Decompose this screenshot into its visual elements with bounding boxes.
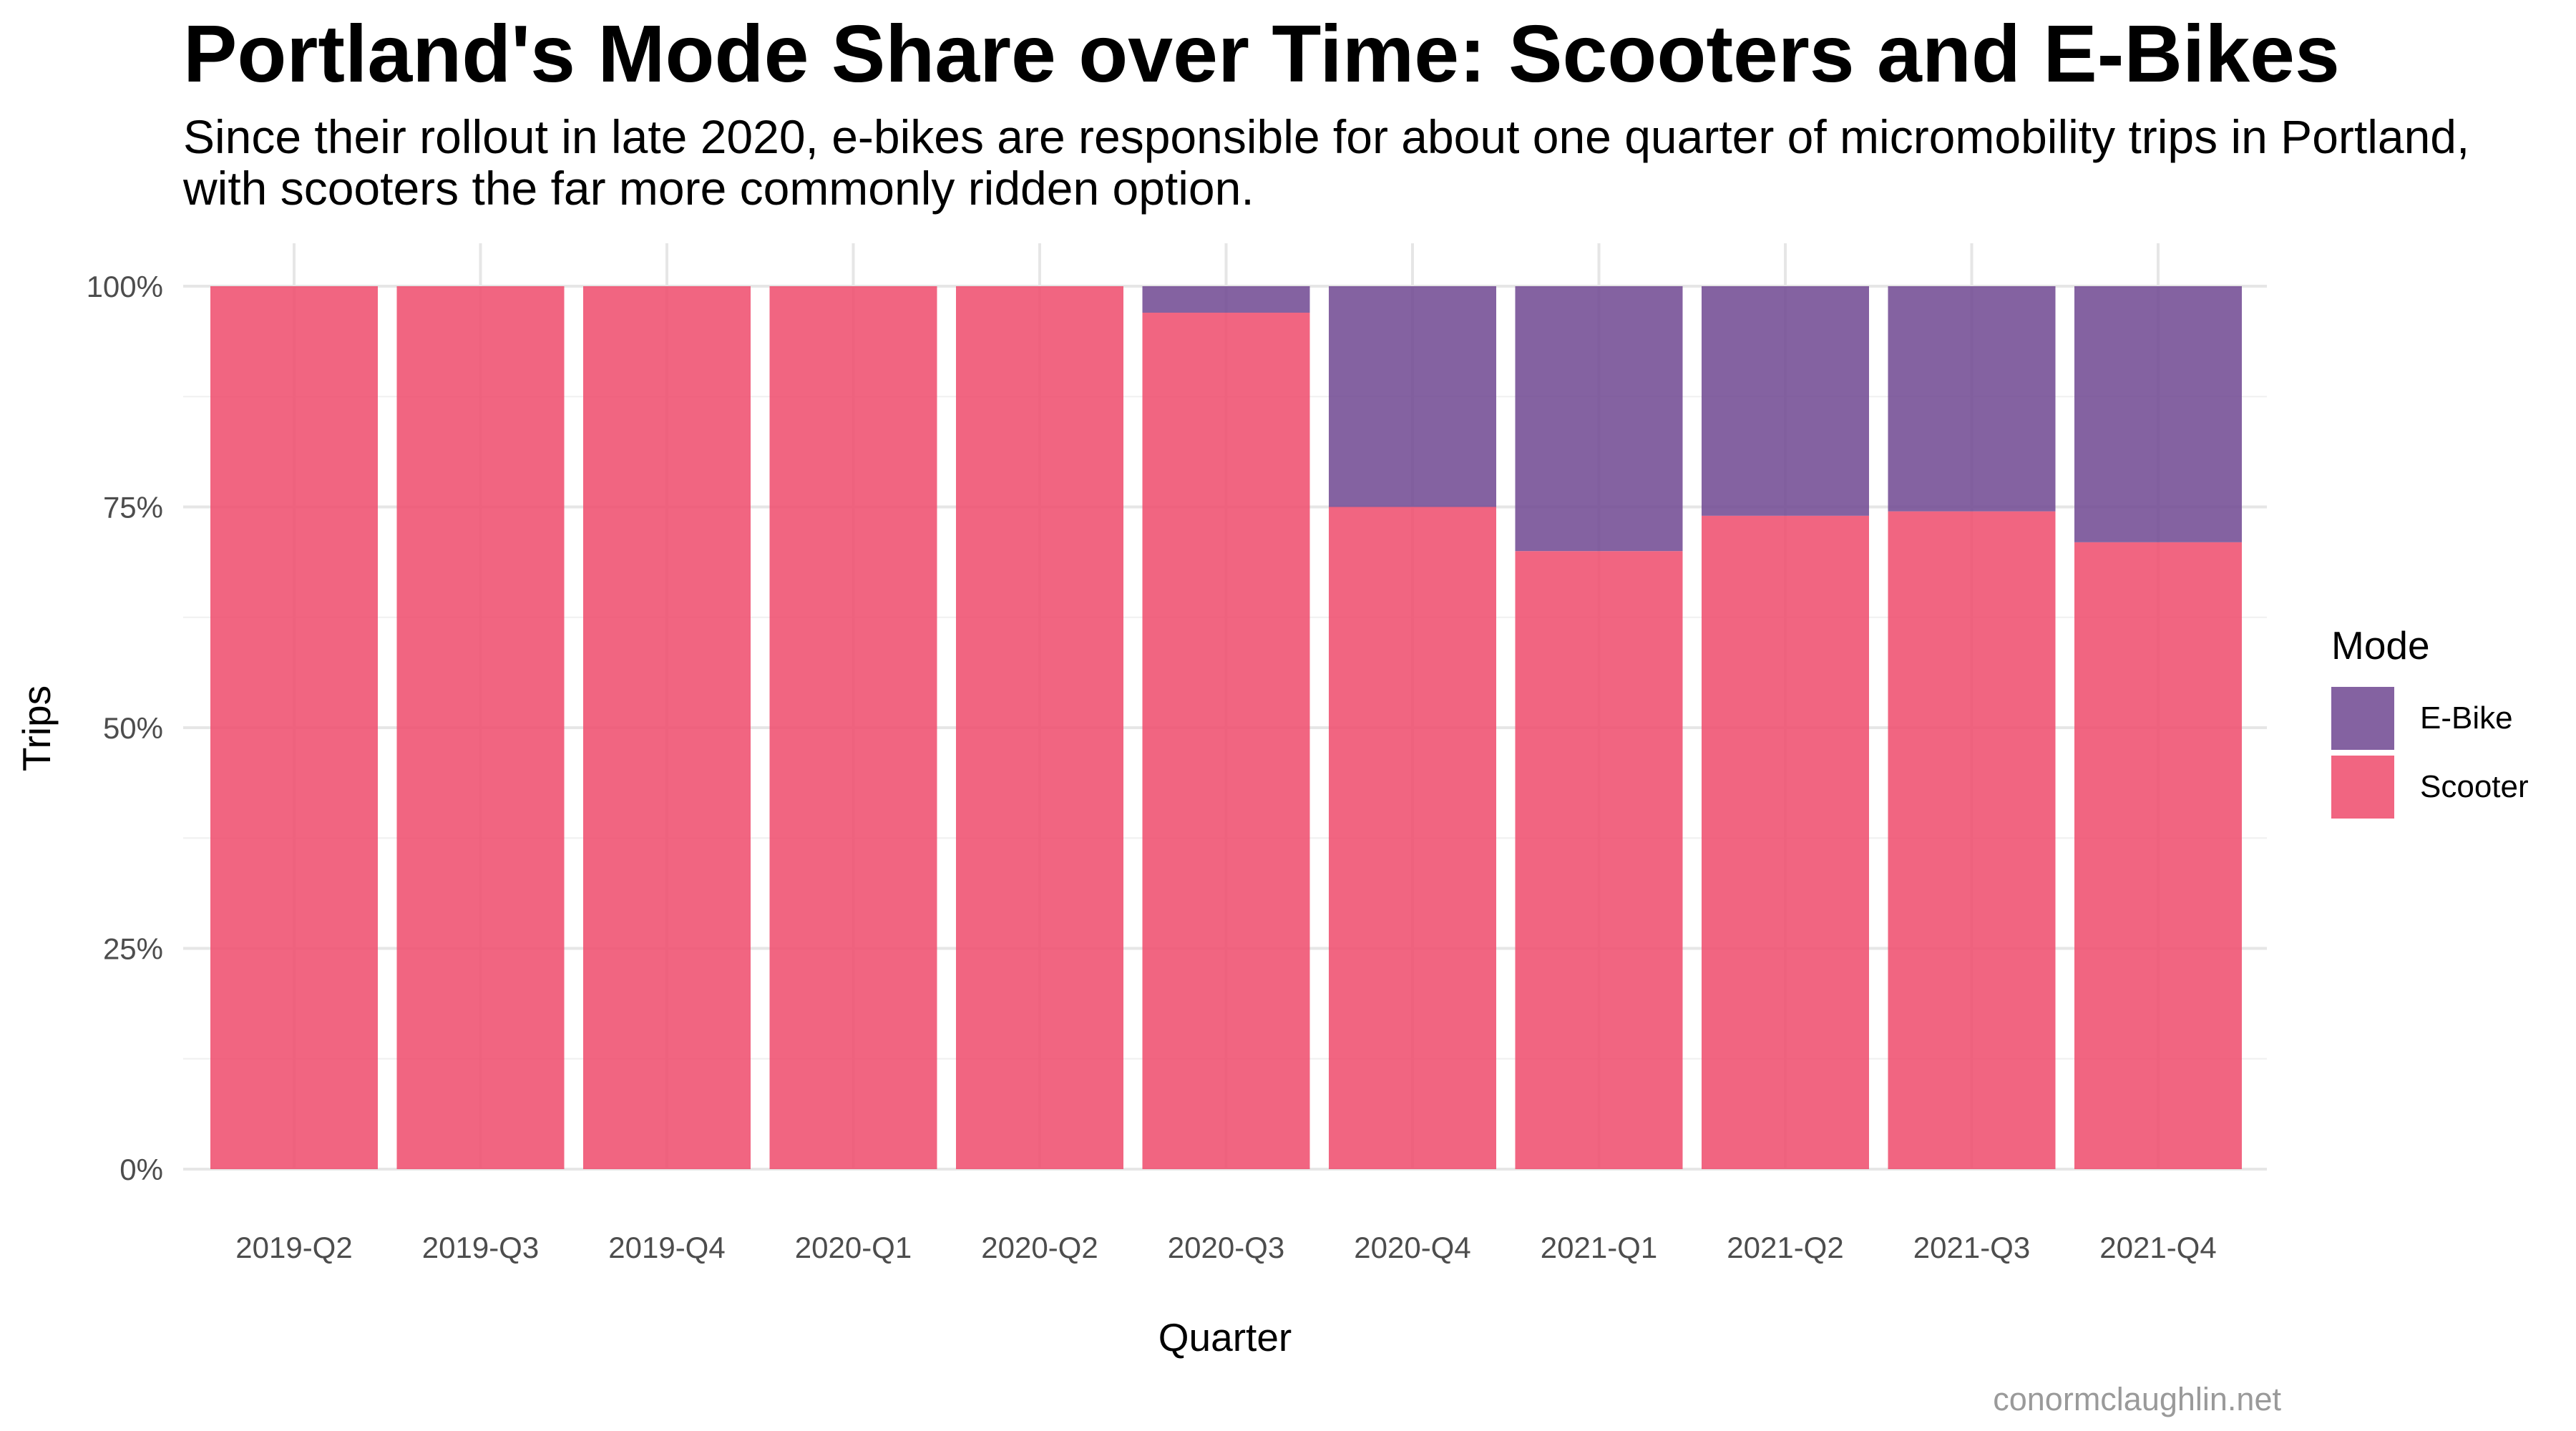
y-axis-title: Trips <box>14 685 59 771</box>
bar-scooter-2019-Q2 <box>210 286 378 1169</box>
bar-scooter-2021-Q3 <box>1888 511 2056 1169</box>
y-tick-label: 25% <box>103 932 163 966</box>
x-tick-label: 2019-Q3 <box>422 1231 539 1264</box>
bar-ebike-2020-Q3 <box>1142 286 1310 313</box>
bar-ebike-2020-Q4 <box>1329 286 1496 507</box>
y-tick-label: 75% <box>103 491 163 524</box>
bar-scooter-2020-Q3 <box>1142 313 1310 1169</box>
bar-ebike-2021-Q2 <box>1702 286 1869 516</box>
bar-scooter-2020-Q2 <box>956 286 1123 1169</box>
x-tick-label: 2021-Q2 <box>1727 1231 1843 1264</box>
x-tick-label: 2020-Q2 <box>981 1231 1098 1264</box>
x-tick-label: 2020-Q1 <box>795 1231 912 1264</box>
axis-layer: 0% 25% 50% 75% 100% 2019-Q2 2019-Q3 2019-Q4 2020… <box>14 270 2217 1359</box>
chart-subtitle: Since their rollout in late 2020, e-bike… <box>183 110 2470 215</box>
legend-item-ebike: E-Bike <box>2331 684 2529 753</box>
y-tick-label: 0% <box>119 1153 163 1186</box>
x-tick-label: 2021-Q1 <box>1541 1231 1657 1264</box>
x-tick-label: 2019-Q4 <box>608 1231 725 1264</box>
legend-label-ebike: E-Bike <box>2420 700 2513 736</box>
legend: Mode E-Bike Scooter <box>2331 622 2529 821</box>
bar-layer <box>210 286 2242 1169</box>
legend-title: Mode <box>2331 623 2430 668</box>
chart-caption: conormclaughlin.net <box>1993 1381 2281 1417</box>
x-tick-label: 2021-Q4 <box>2099 1231 2216 1264</box>
legend-swatch-ebike <box>2331 687 2394 750</box>
bar-scooter-2021-Q4 <box>2074 542 2242 1169</box>
bar-scooter-2020-Q1 <box>769 286 937 1169</box>
bar-scooter-2021-Q1 <box>1515 551 1683 1169</box>
legend-swatch-scooter <box>2331 756 2394 819</box>
legend-label-scooter: Scooter <box>2420 769 2529 804</box>
y-tick-label: 100% <box>87 270 163 303</box>
legend-item-scooter: Scooter <box>2331 753 2529 821</box>
x-axis-title: Quarter <box>1158 1315 1292 1359</box>
bar-scooter-2020-Q4 <box>1329 507 1496 1169</box>
bar-ebike-2021-Q3 <box>1888 286 2056 512</box>
x-tick-label: 2021-Q3 <box>1913 1231 2030 1264</box>
bar-ebike-2021-Q4 <box>2074 286 2242 542</box>
bar-scooter-2021-Q2 <box>1702 515 1869 1169</box>
chart-title: Portland's Mode Share over Time: Scooter… <box>183 9 2340 99</box>
x-tick-label: 2020-Q4 <box>1354 1231 1470 1264</box>
y-tick-label: 50% <box>103 711 163 745</box>
bar-scooter-2019-Q3 <box>396 286 565 1169</box>
bar-scooter-2019-Q4 <box>583 286 751 1169</box>
bar-ebike-2021-Q1 <box>1515 286 1683 552</box>
x-tick-label: 2020-Q3 <box>1168 1231 1284 1264</box>
x-tick-label: 2019-Q2 <box>235 1231 352 1264</box>
